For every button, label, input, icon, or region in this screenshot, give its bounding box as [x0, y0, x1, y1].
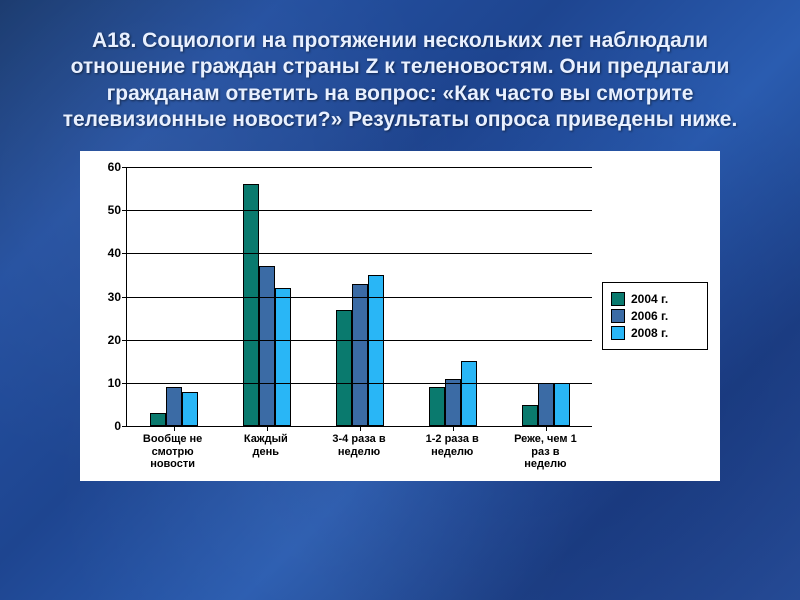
- bar: [538, 383, 554, 426]
- slide-title: А18. Социологи на протяжении нескольких …: [40, 28, 760, 133]
- y-tick-mark: [122, 297, 127, 298]
- y-tick-mark: [122, 340, 127, 341]
- bar: [150, 413, 166, 426]
- gridline: [127, 340, 592, 341]
- slide: А18. Социологи на протяжении нескольких …: [0, 0, 800, 600]
- bar: [368, 275, 384, 426]
- y-tick-label: 40: [95, 246, 121, 260]
- y-tick-label: 50: [95, 203, 121, 217]
- gridline: [127, 383, 592, 384]
- y-tick-label: 60: [95, 160, 121, 174]
- gridline: [127, 297, 592, 298]
- x-axis-label: Вообще не смотрю новости: [126, 433, 219, 471]
- plot-column: 0102030405060 Вообще не смотрю новостиКа…: [80, 151, 602, 481]
- plot-area: 0102030405060: [126, 167, 592, 427]
- gridline: [127, 210, 592, 211]
- y-tick-label: 0: [95, 419, 121, 433]
- legend-label: 2004 г.: [631, 292, 668, 306]
- legend-swatch: [611, 309, 625, 323]
- bar: [461, 361, 477, 426]
- x-axis-label: 1-2 раза в неделю: [406, 433, 499, 471]
- x-tick-mark: [267, 426, 268, 431]
- bar: [166, 387, 182, 426]
- bar-chart: 0102030405060 Вообще не смотрю новостиКа…: [80, 151, 720, 481]
- bar: [554, 383, 570, 426]
- x-axis-label: Каждый день: [219, 433, 312, 471]
- y-tick-mark: [122, 426, 127, 427]
- x-tick-mark: [174, 426, 175, 431]
- y-tick-mark: [122, 167, 127, 168]
- legend-swatch: [611, 292, 625, 306]
- bar: [243, 184, 259, 426]
- x-tick-mark: [546, 426, 547, 431]
- x-tick-mark: [453, 426, 454, 431]
- bar: [352, 284, 368, 426]
- bar: [336, 310, 352, 427]
- legend-item: 2006 г.: [611, 309, 699, 323]
- bar: [445, 379, 461, 426]
- x-axis-label: Реже, чем 1 раз в неделю: [499, 433, 592, 471]
- legend-label: 2008 г.: [631, 326, 668, 340]
- bar: [522, 405, 538, 427]
- bar: [275, 288, 291, 426]
- bar: [429, 387, 445, 426]
- legend-swatch: [611, 326, 625, 340]
- x-tick-mark: [360, 426, 361, 431]
- y-tick-label: 20: [95, 333, 121, 347]
- y-tick-label: 30: [95, 290, 121, 304]
- y-tick-label: 10: [95, 376, 121, 390]
- legend-label: 2006 г.: [631, 309, 668, 323]
- legend-column: 2004 г. 2006 г. 2008 г.: [602, 151, 720, 481]
- bar: [182, 392, 198, 427]
- legend: 2004 г. 2006 г. 2008 г.: [602, 282, 708, 350]
- gridline: [127, 167, 592, 168]
- legend-item: 2004 г.: [611, 292, 699, 306]
- legend-item: 2008 г.: [611, 326, 699, 340]
- gridline: [127, 253, 592, 254]
- bar: [259, 266, 275, 426]
- x-axis-labels: Вообще не смотрю новостиКаждый день3-4 р…: [126, 433, 592, 471]
- y-tick-mark: [122, 210, 127, 211]
- y-tick-mark: [122, 383, 127, 384]
- x-axis-label: 3-4 раза в неделю: [312, 433, 405, 471]
- y-tick-mark: [122, 253, 127, 254]
